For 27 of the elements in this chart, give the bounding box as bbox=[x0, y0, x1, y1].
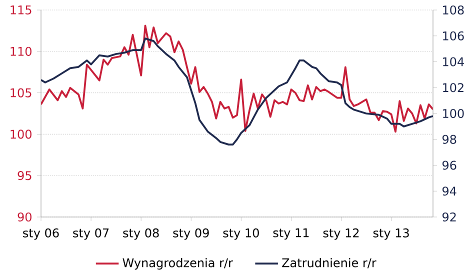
y-tick-label: 95 bbox=[18, 171, 32, 180]
y-tick-label: 105 bbox=[10, 88, 32, 98]
x-tick-label: sty 08 bbox=[123, 228, 159, 240]
y-tick-label: 110 bbox=[10, 46, 32, 56]
y-tick-label: 115 bbox=[10, 6, 32, 14]
y2-tick-label: 92 bbox=[442, 212, 456, 222]
y2-tick-label: 98 bbox=[442, 134, 456, 144]
x-tick-label: sty 10 bbox=[223, 228, 259, 240]
line-series bbox=[41, 38, 433, 146]
x-tick-label: sty 13 bbox=[373, 228, 409, 240]
x-tick-label: sty 11 bbox=[273, 228, 309, 240]
x-tick-label: sty 06 bbox=[23, 228, 59, 240]
y2-tick-label: 100 bbox=[443, 108, 464, 118]
x-tick-label: sty 09 bbox=[173, 228, 209, 240]
legend-label: Zatrudnienie r/r bbox=[282, 258, 376, 268]
y2-tick-label: 102 bbox=[443, 83, 464, 92]
x-tick-label: sty 12 bbox=[323, 228, 359, 240]
x-tick-label: sty 07 bbox=[73, 228, 109, 240]
line-series bbox=[41, 24, 433, 133]
y2-tick-label: 106 bbox=[443, 31, 464, 40]
legend-label: Wynagrodzenia r/r bbox=[122, 258, 233, 270]
y2-tick-label: 96 bbox=[442, 160, 456, 170]
y2-tick-label: 104 bbox=[443, 57, 464, 66]
y-tick-label: 100 bbox=[10, 130, 32, 139]
y2-tick-label: 108 bbox=[443, 5, 464, 15]
y-tick-label: 90 bbox=[18, 212, 32, 222]
y2-tick-label: 94 bbox=[442, 186, 456, 196]
